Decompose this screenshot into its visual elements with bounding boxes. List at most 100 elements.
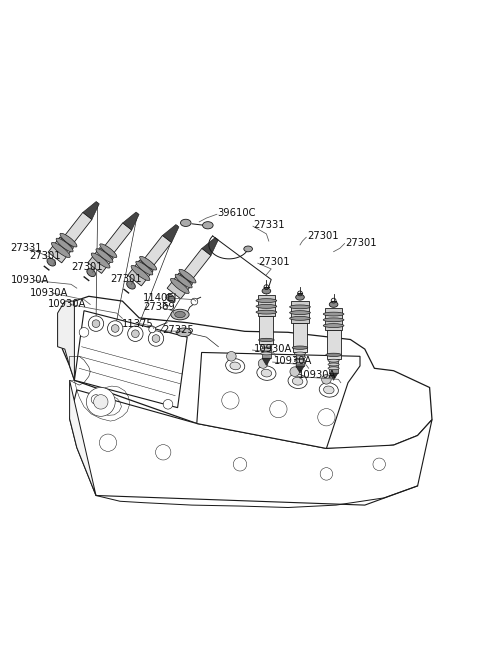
Circle shape [99, 434, 117, 451]
FancyBboxPatch shape [325, 309, 342, 330]
Circle shape [318, 409, 335, 426]
Ellipse shape [294, 360, 306, 362]
Text: 10930A: 10930A [11, 276, 49, 286]
Circle shape [163, 400, 173, 409]
Polygon shape [167, 273, 192, 299]
Bar [296, 352, 304, 366]
Ellipse shape [261, 345, 272, 347]
Ellipse shape [100, 244, 117, 257]
Circle shape [322, 375, 331, 384]
Circle shape [108, 321, 123, 336]
Polygon shape [58, 301, 74, 381]
Ellipse shape [51, 242, 70, 257]
Circle shape [156, 445, 171, 460]
Circle shape [128, 326, 143, 341]
Circle shape [94, 395, 108, 409]
Ellipse shape [328, 363, 339, 366]
Ellipse shape [262, 288, 271, 294]
Circle shape [270, 400, 287, 418]
Polygon shape [202, 238, 218, 255]
Circle shape [88, 316, 104, 331]
Circle shape [258, 359, 268, 368]
Ellipse shape [87, 269, 96, 276]
Ellipse shape [261, 369, 272, 377]
Polygon shape [74, 310, 187, 407]
Text: 10930A: 10930A [274, 356, 312, 366]
Ellipse shape [328, 359, 339, 362]
Polygon shape [70, 381, 96, 495]
FancyBboxPatch shape [291, 301, 309, 323]
Bar [260, 316, 273, 344]
Ellipse shape [294, 352, 306, 355]
Polygon shape [65, 212, 92, 242]
Polygon shape [296, 366, 304, 373]
Polygon shape [62, 296, 432, 449]
Text: 10930A: 10930A [48, 299, 86, 309]
Ellipse shape [127, 281, 135, 289]
Circle shape [191, 298, 198, 305]
Ellipse shape [259, 338, 274, 342]
Ellipse shape [256, 299, 277, 303]
Ellipse shape [91, 253, 110, 268]
Ellipse shape [177, 328, 191, 337]
Circle shape [373, 458, 385, 470]
Ellipse shape [324, 386, 334, 394]
Bar [329, 359, 338, 373]
Ellipse shape [288, 374, 307, 388]
Text: 27301: 27301 [110, 274, 142, 284]
Ellipse shape [166, 294, 175, 302]
Polygon shape [105, 223, 132, 253]
Ellipse shape [323, 318, 344, 322]
Ellipse shape [261, 352, 272, 355]
Ellipse shape [131, 265, 150, 280]
Ellipse shape [244, 246, 252, 252]
Ellipse shape [323, 312, 344, 316]
Circle shape [320, 468, 333, 480]
Circle shape [111, 325, 119, 332]
Text: 11375: 11375 [121, 319, 153, 329]
Text: 10930A: 10930A [253, 344, 292, 354]
Text: 27369: 27369 [143, 303, 175, 312]
Ellipse shape [179, 269, 196, 283]
Bar [262, 344, 271, 358]
Ellipse shape [136, 261, 153, 275]
Circle shape [132, 330, 139, 337]
Circle shape [222, 392, 239, 409]
Text: 27331: 27331 [11, 243, 42, 253]
Ellipse shape [292, 377, 303, 385]
Ellipse shape [256, 305, 277, 309]
Ellipse shape [96, 249, 113, 263]
Ellipse shape [296, 294, 304, 300]
Circle shape [92, 320, 100, 328]
Polygon shape [48, 237, 73, 263]
Ellipse shape [180, 219, 191, 227]
Ellipse shape [56, 238, 73, 252]
Circle shape [149, 326, 156, 333]
Ellipse shape [261, 348, 272, 351]
Text: 27301: 27301 [29, 252, 60, 261]
Circle shape [227, 352, 236, 361]
Ellipse shape [326, 353, 341, 356]
Circle shape [290, 367, 300, 377]
Ellipse shape [328, 367, 339, 369]
Ellipse shape [203, 221, 213, 229]
Text: 27331: 27331 [253, 220, 285, 231]
Ellipse shape [170, 278, 189, 293]
Circle shape [152, 335, 160, 343]
Polygon shape [329, 373, 338, 381]
Polygon shape [123, 212, 139, 230]
Ellipse shape [257, 366, 276, 381]
Text: 39610C: 39610C [217, 208, 255, 218]
Circle shape [79, 328, 89, 337]
Ellipse shape [289, 305, 311, 309]
Bar [293, 323, 307, 352]
Text: 1140EJ: 1140EJ [143, 293, 178, 303]
Text: 10930A: 10930A [30, 288, 68, 298]
Circle shape [148, 331, 164, 346]
Ellipse shape [175, 274, 192, 288]
Ellipse shape [289, 310, 311, 314]
Text: 27325: 27325 [162, 325, 194, 335]
Bar [327, 330, 340, 359]
Ellipse shape [140, 256, 156, 270]
Polygon shape [128, 260, 153, 286]
